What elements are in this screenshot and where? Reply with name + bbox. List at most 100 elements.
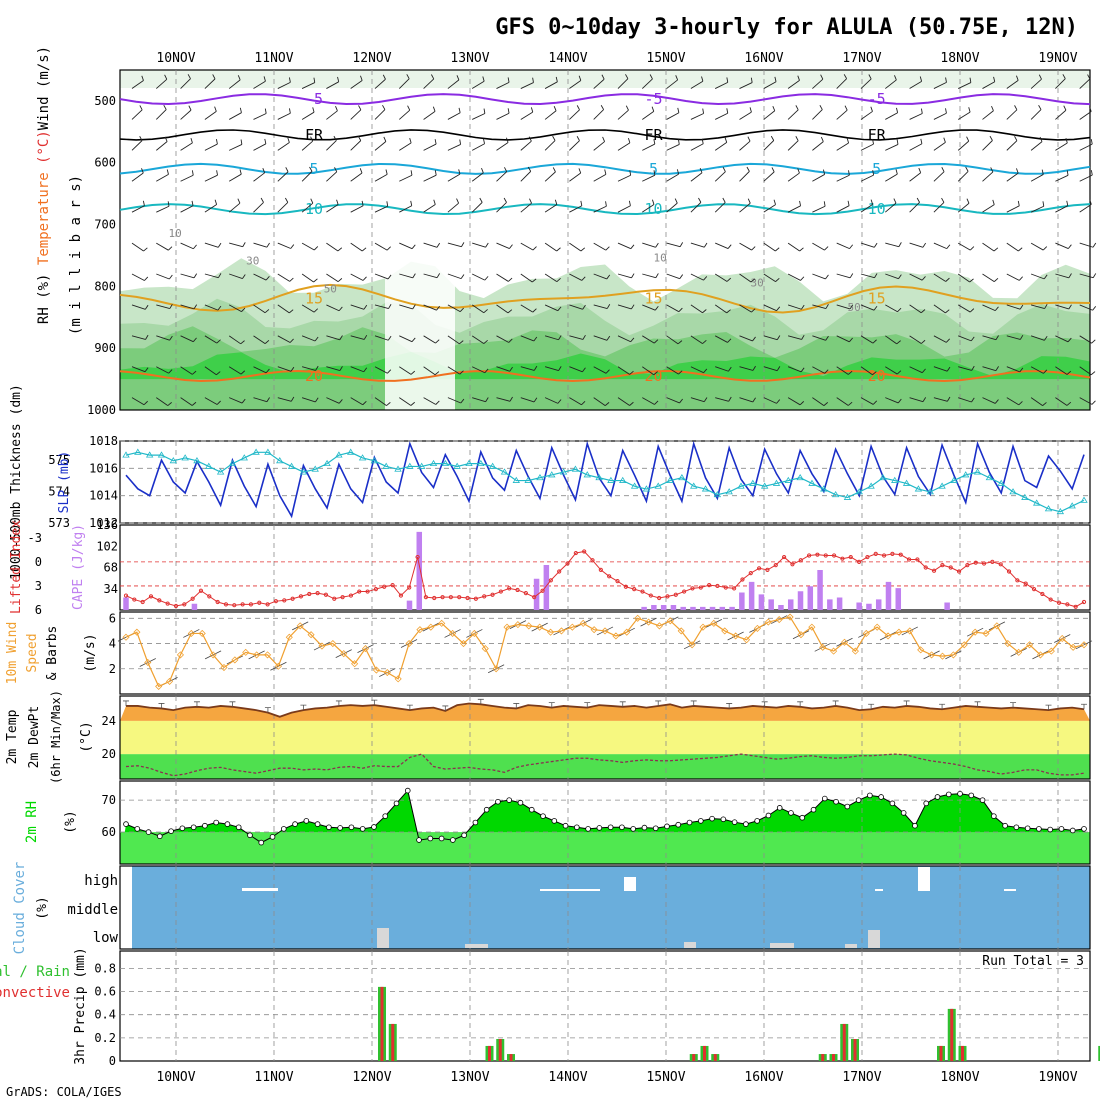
wind-barb xyxy=(447,304,461,313)
wind-barb-flag xyxy=(751,308,756,313)
wind-barb-flag xyxy=(990,167,994,173)
wind-barb-flag xyxy=(406,74,410,79)
li-line xyxy=(125,550,1085,608)
wind-barb xyxy=(909,113,923,120)
wind-barb xyxy=(982,110,994,120)
wind-barb xyxy=(544,81,558,89)
wind-barb-flag xyxy=(580,247,586,252)
wind-speed-marker xyxy=(1004,639,1012,648)
thickness-marker xyxy=(441,459,450,467)
cape-bar xyxy=(660,605,667,610)
wind-barb xyxy=(957,171,969,182)
cape-bar xyxy=(778,605,784,610)
li-marker xyxy=(973,560,978,565)
li-marker xyxy=(782,554,787,560)
wind-barb-flag xyxy=(945,277,950,282)
wind-barb-flag xyxy=(746,166,750,172)
wind-barb xyxy=(156,397,169,406)
wind-barb-flag xyxy=(1038,105,1042,110)
wind-barb-flag xyxy=(1066,200,1069,206)
wind-barb-flag xyxy=(458,107,461,113)
wind-barb-flag xyxy=(652,199,655,205)
wind-barb-flag xyxy=(242,274,246,279)
thickness-marker xyxy=(358,454,367,461)
wind-barb xyxy=(593,174,607,182)
li-marker xyxy=(898,552,903,557)
li-marker xyxy=(815,552,820,557)
wind-barb xyxy=(423,273,438,279)
wind-speed-marker xyxy=(372,666,380,674)
rh2m-marker xyxy=(450,837,456,843)
wind-barb-flag xyxy=(679,274,684,279)
thickness-marker xyxy=(299,468,308,475)
wind10m-frame xyxy=(119,611,1091,695)
wind-barb-flag xyxy=(825,274,829,280)
wind-barb-flag xyxy=(362,400,367,406)
wind-barb-flag xyxy=(1066,401,1072,406)
isotherm-line xyxy=(119,283,1091,314)
wind-barb xyxy=(398,78,410,89)
wind-barb xyxy=(642,273,656,279)
wind-speed-line xyxy=(125,616,1085,688)
wind-speed-marker xyxy=(296,622,304,630)
wind-speed-marker xyxy=(470,629,478,638)
wind-speed-marker xyxy=(253,651,261,659)
rh2m-tick: 70 xyxy=(102,793,116,807)
wind-barb-flag xyxy=(290,366,295,372)
precip-convective-bar xyxy=(391,1023,395,1061)
rh-top-band xyxy=(120,70,1090,88)
wind-speed-marker xyxy=(557,627,566,635)
li-marker xyxy=(407,585,412,590)
li-marker xyxy=(690,586,695,591)
wind-barb xyxy=(326,140,337,151)
t2m-tick: 24 xyxy=(102,714,116,728)
wind-barb-flag xyxy=(1018,247,1023,252)
wind-barb-flag xyxy=(382,74,386,80)
wind-barb-flag xyxy=(921,368,926,373)
wind-barb xyxy=(472,397,486,403)
wind-barb-flag xyxy=(943,137,946,143)
rh2m-marker xyxy=(438,835,445,842)
wind-barb-flag xyxy=(750,77,753,83)
wind-speed-marker xyxy=(1069,643,1077,651)
wind-speed-marker xyxy=(764,618,772,626)
wind-barb xyxy=(836,304,851,310)
thickness-marker xyxy=(642,485,651,492)
li-marker xyxy=(332,596,337,601)
wind-barb xyxy=(982,335,997,341)
wind-barb xyxy=(885,173,898,182)
li-marker xyxy=(740,577,745,582)
thickness-marker xyxy=(1021,493,1029,500)
wind-speed-marker xyxy=(503,623,511,631)
rh2m-marker xyxy=(743,821,749,827)
rh2m-marker xyxy=(517,799,524,806)
cloud-unit: (%) xyxy=(35,896,50,919)
thickness-marker xyxy=(619,476,627,483)
wind-speed-marker xyxy=(1058,634,1066,643)
wind-barb-flag xyxy=(167,201,170,207)
wind-barb xyxy=(399,273,413,279)
rh2m-marker xyxy=(562,822,569,829)
wind-barb-flag xyxy=(653,339,659,344)
wind-barb xyxy=(714,202,726,213)
wind-barb xyxy=(301,366,316,371)
wind-barb xyxy=(326,335,340,341)
wind-barb xyxy=(496,171,508,182)
bottom-date-label: 18NOV xyxy=(940,1070,979,1085)
cape-bar xyxy=(191,603,198,610)
wind-barb-flag xyxy=(385,169,388,175)
li-marker xyxy=(948,565,953,570)
wind-barb xyxy=(399,335,413,343)
wind-barb xyxy=(933,242,947,250)
wind-barb-flag xyxy=(483,309,488,314)
bottom-date-label: 14NOV xyxy=(548,1070,587,1085)
pressure-axis-label: (m i l l i b a r s) xyxy=(68,175,84,335)
wind-barb xyxy=(374,397,387,406)
wind-barb-flag xyxy=(578,75,582,81)
wind-barb-flag xyxy=(1019,367,1024,373)
bottom-date-label: 19NOV xyxy=(1038,1070,1077,1085)
wind-barb-flag xyxy=(582,304,586,310)
wind-barb xyxy=(763,397,777,404)
precip-convective-bar xyxy=(380,986,384,1061)
